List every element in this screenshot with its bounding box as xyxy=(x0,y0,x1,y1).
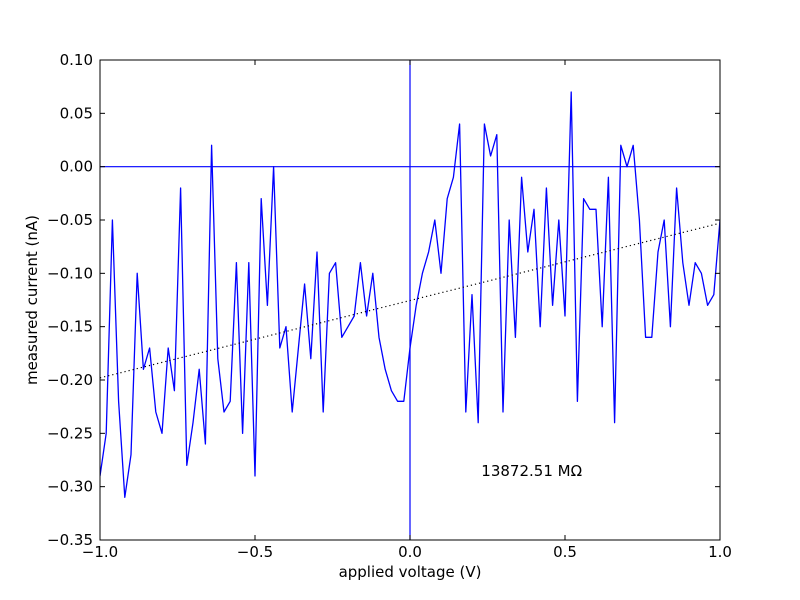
y-tick-label: −0.20 xyxy=(47,371,93,389)
x-tick-label: 0.5 xyxy=(553,543,577,561)
x-tick-label: 0.0 xyxy=(398,543,422,561)
y-tick-label: −0.10 xyxy=(47,264,93,282)
resistance-annotation: 13872.51 MΩ xyxy=(481,462,582,480)
x-tick-label: 1.0 xyxy=(708,543,732,561)
y-tick-label: 0.05 xyxy=(60,104,93,122)
y-tick-label: −0.30 xyxy=(47,478,93,496)
x-tick-label: −1.0 xyxy=(82,543,118,561)
fit-line-series xyxy=(100,222,720,379)
plot-area xyxy=(100,60,720,540)
x-axis-label: applied voltage (V) xyxy=(339,563,482,581)
x-tick-label: −0.5 xyxy=(237,543,273,561)
measured-current-series xyxy=(100,91,720,498)
y-tick-label: −0.35 xyxy=(47,531,93,549)
plot-clip-group xyxy=(100,60,720,540)
y-axis-label: measured current (nA) xyxy=(23,215,41,385)
axes: −1.0 −0.5 0.0 0.5 1.0 0.10 0.05 0.00 −0.05 −0.10 −… xyxy=(47,51,732,561)
y-tick-label: −0.25 xyxy=(47,424,93,442)
y-tick-label: −0.15 xyxy=(47,318,93,336)
y-tick-label: 0.00 xyxy=(60,158,93,176)
y-tick-label: −0.05 xyxy=(47,211,93,229)
y-tick-label: 0.10 xyxy=(60,51,93,69)
